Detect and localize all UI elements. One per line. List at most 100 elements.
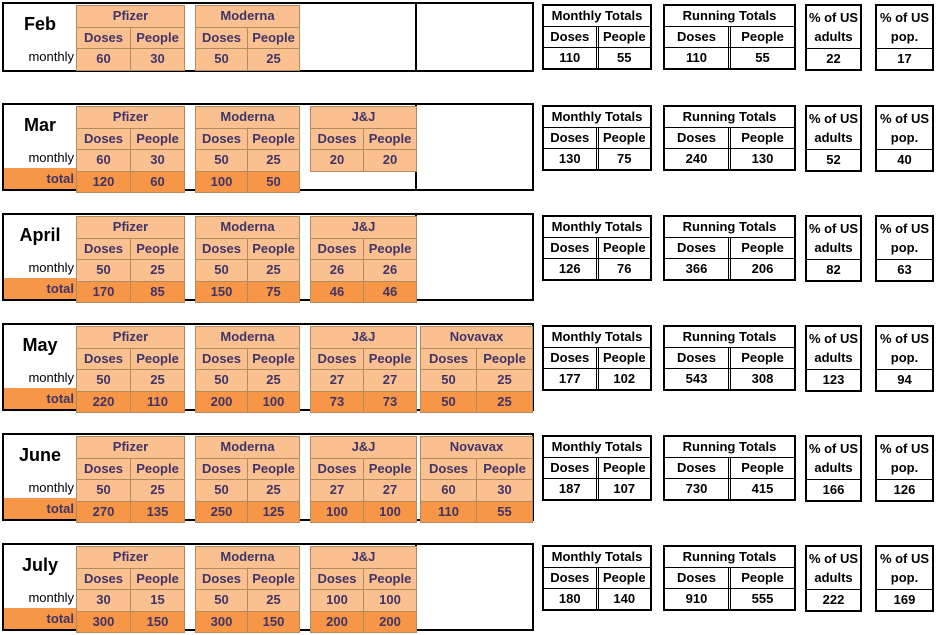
people-cell[interactable]: 130 [728, 149, 794, 169]
doses-cell[interactable]: 60 [96, 51, 111, 66]
doses-cell[interactable]: 50 [214, 152, 229, 167]
doses-cell[interactable]: 50 [214, 592, 229, 607]
doses-cell[interactable]: 126 [558, 261, 581, 276]
people-total-cell[interactable]: 25 [476, 391, 532, 412]
people-cell[interactable]: 25 [130, 370, 184, 391]
doses-cell[interactable]: 50 [214, 51, 229, 66]
people-total-cell[interactable]: 60 [130, 171, 184, 192]
doses-cell[interactable]: 730 [685, 481, 708, 496]
people-cell[interactable]: 15 [130, 590, 184, 611]
people-total-cell[interactable]: 125 [247, 501, 299, 522]
doses-cell[interactable]: 110 [686, 50, 707, 65]
doses-total-cell[interactable]: 150 [210, 283, 233, 299]
people-cell[interactable]: 75 [595, 149, 651, 169]
doses-cell[interactable]: 110 [559, 50, 581, 65]
doses-total-cell[interactable]: 73 [329, 393, 345, 409]
people-total-cell[interactable]: 73 [363, 391, 416, 412]
doses-total-cell[interactable]: 300 [210, 613, 233, 629]
doses-total-cell[interactable]: 50 [441, 393, 456, 409]
doses-cell[interactable]: 543 [685, 371, 708, 386]
people-cell[interactable]: 30 [476, 480, 532, 501]
doses-cell[interactable]: 366 [685, 261, 708, 276]
doses-total-cell[interactable]: 270 [92, 503, 115, 519]
people-cell[interactable]: 30 [130, 150, 184, 171]
people-cell[interactable]: 140 [595, 589, 651, 609]
doses-cell[interactable]: 20 [329, 152, 345, 167]
pct-pop-value[interactable]: 94 [877, 369, 932, 390]
people-cell[interactable]: 25 [247, 590, 299, 611]
pct-pop-value[interactable]: 63 [877, 259, 932, 280]
pct-adults-value[interactable]: 166 [807, 479, 860, 500]
doses-total-cell[interactable]: 200 [210, 393, 233, 409]
people-cell[interactable]: 25 [247, 150, 299, 171]
people-total-cell[interactable]: 55 [476, 501, 532, 522]
people-cell[interactable]: 25 [130, 260, 184, 281]
people-total-cell[interactable]: 100 [363, 501, 416, 522]
people-cell[interactable]: 20 [363, 150, 416, 171]
people-cell[interactable]: 27 [363, 370, 416, 391]
people-cell[interactable]: 25 [247, 370, 299, 391]
people-cell[interactable]: 25 [476, 370, 532, 391]
pct-adults-value[interactable]: 82 [807, 259, 860, 280]
doses-cell[interactable]: 180 [558, 591, 581, 606]
people-total-cell[interactable]: 135 [130, 501, 184, 522]
doses-cell[interactable]: 50 [96, 482, 111, 497]
doses-total-cell[interactable]: 100 [210, 173, 233, 189]
pct-pop-value[interactable]: 40 [877, 149, 932, 170]
pct-pop-value[interactable]: 169 [877, 589, 932, 610]
doses-total-cell[interactable]: 300 [92, 613, 115, 629]
doses-total-cell[interactable]: 100 [326, 503, 348, 519]
people-cell[interactable]: 26 [363, 260, 416, 281]
people-cell[interactable]: 25 [247, 260, 299, 281]
doses-cell[interactable]: 50 [441, 372, 456, 387]
people-cell[interactable]: 27 [363, 480, 416, 501]
doses-cell[interactable]: 240 [685, 151, 708, 166]
doses-cell[interactable]: 100 [326, 592, 348, 607]
people-total-cell[interactable]: 75 [247, 281, 299, 302]
people-cell[interactable]: 76 [595, 259, 651, 279]
doses-total-cell[interactable]: 170 [92, 283, 115, 299]
people-cell[interactable]: 55 [595, 48, 651, 68]
people-total-cell[interactable]: 46 [363, 281, 416, 302]
people-cell[interactable]: 102 [595, 369, 651, 389]
pct-adults-value[interactable]: 222 [807, 589, 860, 610]
doses-total-cell[interactable]: 120 [92, 173, 115, 189]
doses-cell[interactable]: 177 [558, 371, 581, 386]
doses-total-cell[interactable]: 220 [92, 393, 115, 409]
doses-cell[interactable]: 50 [96, 262, 111, 277]
people-cell[interactable]: 308 [728, 369, 794, 389]
people-total-cell[interactable]: 200 [363, 611, 416, 632]
people-cell[interactable]: 206 [728, 259, 794, 279]
people-total-cell[interactable]: 150 [247, 611, 299, 632]
doses-cell[interactable]: 50 [214, 482, 229, 497]
people-cell[interactable]: 55 [728, 48, 794, 68]
pct-adults-value[interactable]: 22 [807, 48, 860, 69]
doses-cell[interactable]: 27 [329, 372, 345, 387]
pct-pop-value[interactable]: 17 [877, 48, 932, 69]
people-total-cell[interactable]: 150 [130, 611, 184, 632]
pct-adults-value[interactable]: 52 [807, 149, 860, 170]
people-cell[interactable]: 25 [247, 49, 299, 70]
doses-cell[interactable]: 910 [685, 591, 708, 606]
people-total-cell[interactable]: 100 [247, 391, 299, 412]
doses-cell[interactable]: 30 [96, 592, 111, 607]
doses-total-cell[interactable]: 200 [326, 613, 348, 629]
doses-cell[interactable]: 50 [214, 372, 229, 387]
pct-pop-value[interactable]: 126 [877, 479, 932, 500]
doses-cell[interactable]: 50 [214, 262, 229, 277]
people-cell[interactable]: 25 [247, 480, 299, 501]
people-total-cell[interactable]: 50 [247, 171, 299, 192]
people-cell[interactable]: 30 [130, 49, 184, 70]
doses-cell[interactable]: 60 [96, 152, 111, 167]
people-cell[interactable]: 555 [728, 589, 794, 609]
doses-total-cell[interactable]: 110 [438, 503, 459, 519]
doses-cell[interactable]: 187 [558, 481, 581, 496]
people-cell[interactable]: 415 [728, 479, 794, 499]
pct-adults-value[interactable]: 123 [807, 369, 860, 390]
people-cell[interactable]: 107 [595, 479, 651, 499]
doses-cell[interactable]: 27 [329, 482, 345, 497]
people-total-cell[interactable]: 85 [130, 281, 184, 302]
people-cell[interactable]: 100 [363, 590, 416, 611]
people-cell[interactable]: 25 [130, 480, 184, 501]
people-total-cell[interactable]: 110 [130, 391, 184, 412]
